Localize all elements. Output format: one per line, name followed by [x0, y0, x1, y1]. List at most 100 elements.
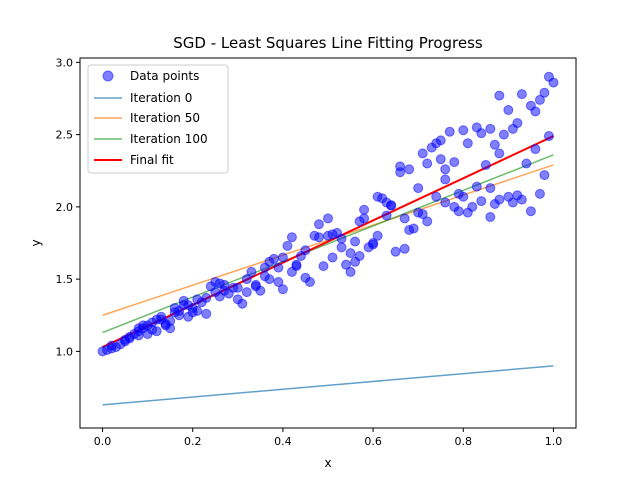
- data-point: [449, 157, 460, 168]
- data-point: [273, 262, 284, 273]
- data-point: [399, 243, 410, 254]
- data-point: [530, 106, 541, 117]
- y-tick-label: 2.0: [56, 201, 74, 214]
- data-point: [246, 266, 257, 277]
- data-point: [318, 261, 329, 272]
- data-point: [350, 256, 361, 267]
- data-point: [368, 239, 379, 250]
- legend-marker-data-points: [102, 70, 114, 82]
- data-point: [507, 197, 518, 208]
- data-point: [521, 158, 532, 169]
- data-point: [435, 135, 446, 146]
- data-point: [516, 89, 527, 100]
- series-line-iteration-0: [102, 365, 554, 406]
- data-point: [534, 188, 545, 199]
- data-point: [201, 292, 212, 303]
- x-axis-label: x: [324, 456, 331, 470]
- data-point: [350, 236, 361, 247]
- x-tick-label: 0.8: [455, 435, 473, 448]
- legend: Data points Iteration 0 Iteration 50 Ite…: [87, 64, 229, 174]
- x-axis-ticks: 0.0 0.2 0.4 0.6 0.8 1.0: [94, 428, 562, 448]
- data-point: [192, 294, 203, 305]
- data-points: [97, 71, 559, 357]
- data-point: [503, 105, 514, 116]
- data-point: [286, 232, 297, 243]
- data-point: [124, 333, 135, 344]
- legend-label-iteration-100: Iteration 100: [130, 132, 208, 146]
- data-point: [341, 259, 352, 270]
- data-point: [147, 324, 158, 335]
- data-point: [431, 191, 442, 202]
- x-tick-label: 0.4: [274, 435, 292, 448]
- data-point: [512, 118, 523, 129]
- x-tick-label: 0.2: [184, 435, 202, 448]
- data-point: [494, 90, 505, 101]
- data-point: [277, 284, 288, 295]
- data-point: [543, 131, 554, 142]
- data-point: [485, 183, 496, 194]
- data-point: [471, 181, 482, 192]
- data-point: [273, 277, 284, 288]
- data-point: [187, 307, 198, 318]
- data-point: [440, 174, 451, 185]
- y-tick-label: 2.5: [56, 129, 74, 142]
- data-point: [250, 281, 261, 292]
- data-point: [476, 196, 487, 207]
- data-point: [313, 219, 324, 230]
- data-point: [485, 123, 496, 134]
- data-point: [395, 161, 406, 172]
- data-point: [422, 158, 433, 169]
- data-point: [399, 213, 410, 224]
- y-axis-label: y: [29, 239, 43, 246]
- data-point: [210, 287, 221, 298]
- data-point: [489, 198, 500, 209]
- data-point: [323, 213, 333, 224]
- data-point: [169, 307, 180, 318]
- data-point: [467, 201, 478, 212]
- plot-area: [97, 71, 559, 406]
- data-point: [160, 318, 171, 329]
- data-point: [237, 298, 248, 309]
- data-point: [386, 200, 397, 211]
- data-point: [525, 206, 536, 217]
- data-point: [498, 129, 509, 140]
- x-tick-label: 1.0: [545, 435, 563, 448]
- data-point: [241, 274, 252, 285]
- legend-label-final-fit: Final fit: [130, 153, 174, 167]
- data-point: [539, 170, 550, 181]
- data-point: [489, 139, 500, 150]
- data-point: [336, 233, 347, 244]
- data-point: [327, 252, 338, 263]
- legend-label-iteration-50: Iteration 50: [130, 111, 200, 125]
- data-point: [413, 183, 424, 194]
- data-point: [534, 94, 545, 105]
- data-point: [313, 232, 324, 243]
- chart-title: SGD - Least Squares Line Fitting Progres…: [173, 34, 483, 52]
- data-point: [327, 229, 338, 240]
- data-point: [444, 126, 455, 137]
- y-tick-label: 3.0: [56, 56, 74, 69]
- x-tick-label: 0.0: [94, 435, 112, 448]
- data-point: [291, 261, 302, 272]
- axes-frame: [79, 57, 577, 429]
- data-point: [151, 314, 162, 325]
- data-point: [476, 128, 487, 139]
- data-point: [440, 164, 451, 175]
- data-point: [408, 223, 419, 234]
- data-point: [539, 87, 550, 98]
- data-point: [282, 240, 293, 251]
- data-point: [133, 323, 144, 334]
- data-point: [494, 148, 505, 159]
- data-point: [485, 211, 496, 222]
- y-axis-ticks: 1.0 1.5 2.0 2.5 3.0: [56, 56, 80, 358]
- data-point: [435, 154, 446, 165]
- data-point: [440, 197, 451, 208]
- data-point: [345, 248, 356, 259]
- y-tick-label: 1.0: [56, 345, 74, 358]
- data-point: [480, 159, 491, 170]
- data-point: [548, 77, 559, 88]
- data-point: [259, 271, 270, 282]
- data-point: [183, 300, 194, 311]
- data-point: [530, 144, 541, 155]
